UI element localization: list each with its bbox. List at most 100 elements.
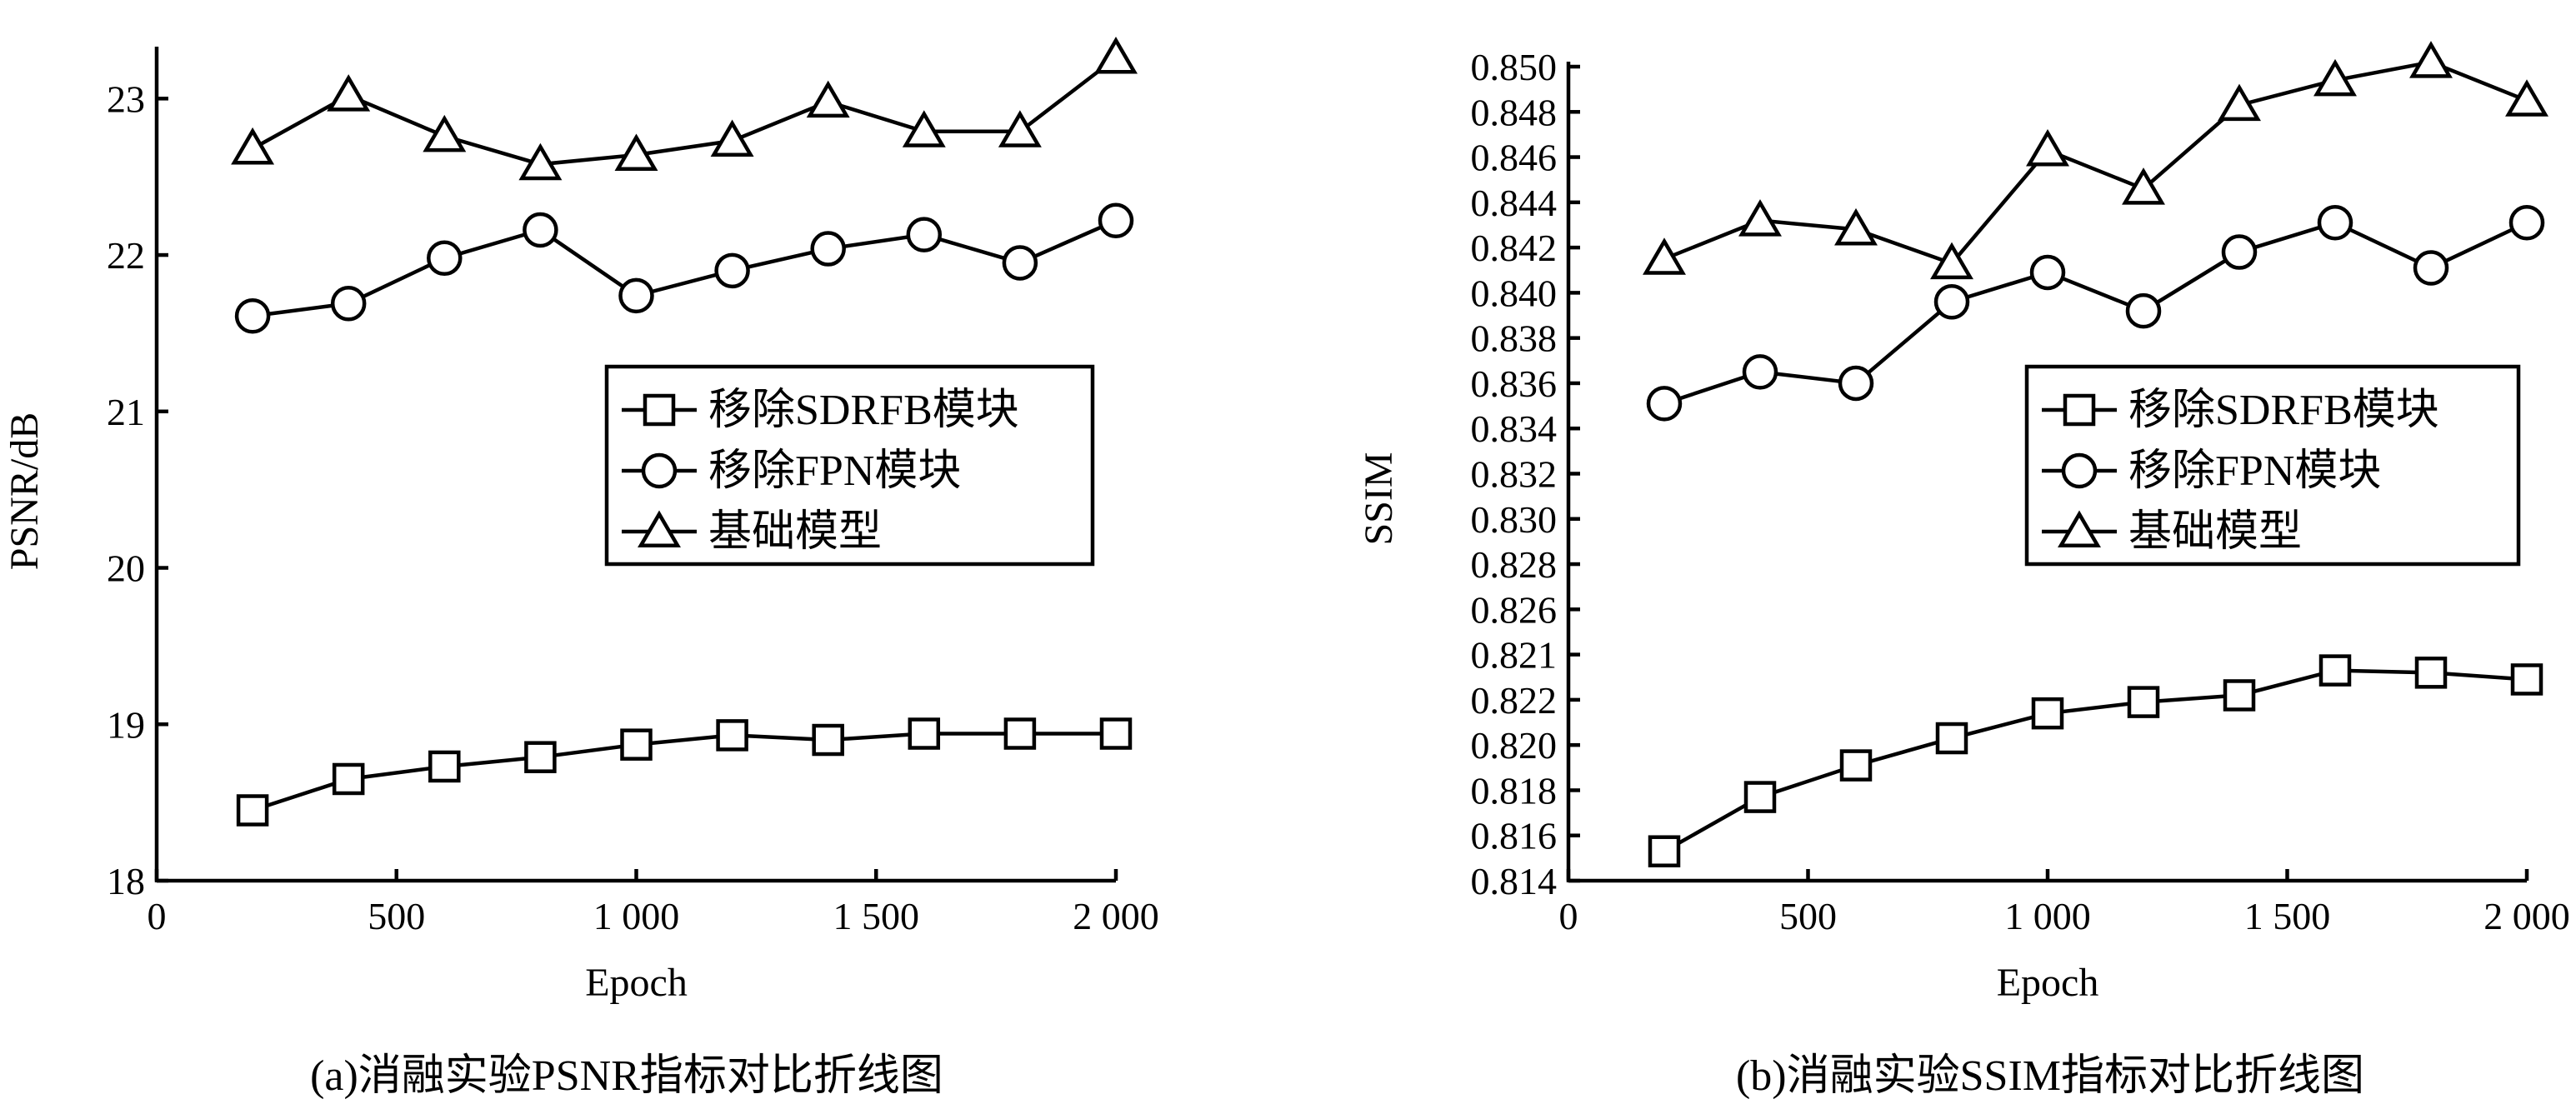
data-point-square [620, 728, 653, 761]
y-tick-label: 0.822 [1471, 679, 1558, 722]
x-tick-label: 0 [1559, 895, 1578, 937]
x-axis-label: Epoch [1997, 961, 2099, 1005]
data-point-square [428, 750, 461, 783]
x-tick-label: 0 [148, 895, 167, 937]
y-tick-label: 0.840 [1471, 272, 1558, 314]
y-tick-label: 0.816 [1471, 815, 1558, 857]
data-point-square [2318, 654, 2352, 687]
series-line-square [252, 732, 1116, 812]
data-point-square [2031, 697, 2064, 730]
y-tick-label: 0.844 [1471, 182, 1558, 224]
data-point-square [2223, 679, 2256, 712]
legend-marker-circle [641, 452, 678, 489]
y-axis-label: SSIM [1357, 452, 1401, 545]
y-tick-label: 0.848 [1471, 91, 1558, 133]
data-point-square [1003, 717, 1037, 750]
data-point-square [332, 762, 365, 796]
data-point-circle [1742, 354, 1778, 390]
legend-marker-triangle [2058, 510, 2101, 548]
data-point-square [2414, 657, 2448, 689]
series-line-triangle [1663, 60, 2528, 266]
data-point-circle [906, 217, 943, 252]
legend-marker-square [2063, 393, 2096, 427]
data-point-square [236, 794, 269, 827]
x-tick-label: 2 000 [2483, 895, 2570, 937]
data-point-triangle [1834, 207, 1878, 246]
legend-label: 基础模型 [708, 508, 882, 556]
data-point-triangle [2122, 167, 2165, 205]
legend-label: 移除SDRFB模块 [708, 387, 1019, 434]
data-point-triangle [1643, 237, 1686, 275]
y-tick-label: 0.821 [1471, 634, 1558, 677]
legend-label: 移除FPN模块 [708, 447, 961, 495]
legend-marker-circle [2061, 452, 2098, 489]
data-point-triangle [998, 110, 1042, 147]
legend-label: 移除SDRFB模块 [2128, 387, 2439, 434]
data-point-triangle [1094, 37, 1138, 74]
data-point-circle [1933, 283, 1970, 320]
y-tick-label: 0.842 [1471, 227, 1558, 269]
data-point-square [716, 719, 748, 752]
y-axis-label: PSNR/dB [3, 412, 47, 570]
data-point-square [2127, 686, 2160, 718]
y-tick-label: 0.820 [1471, 724, 1558, 767]
y-tick-label: 23 [107, 77, 145, 120]
data-point-circle [810, 231, 846, 267]
data-point-circle [1098, 202, 1134, 239]
data-point-square [812, 723, 844, 757]
series-line-circle [252, 218, 1117, 318]
data-point-triangle [423, 114, 467, 152]
y-tick-label: 18 [107, 860, 145, 902]
x-tick-label: 2 000 [1073, 895, 1159, 937]
x-tick-label: 1 500 [2244, 895, 2331, 937]
x-tick-label: 1 000 [2004, 895, 2091, 937]
data-point-square [524, 741, 557, 773]
x-tick-label: 500 [368, 895, 425, 937]
series-line-triangle [252, 56, 1118, 167]
data-point-triangle [2313, 58, 2357, 97]
data-point-square [2510, 663, 2543, 696]
data-point-square [1743, 781, 1777, 813]
data-point-circle [330, 286, 367, 322]
data-point-triangle [2026, 128, 2069, 167]
chart-caption: (a)消融实验PSNR指标对比折线图 [310, 1052, 943, 1100]
x-axis-label: Epoch [585, 961, 688, 1005]
data-point-triangle [2505, 79, 2548, 117]
y-tick-label: 0.830 [1471, 498, 1558, 541]
data-point-triangle [518, 142, 563, 181]
data-point-square [908, 717, 941, 750]
y-tick-label: 0.826 [1471, 588, 1558, 631]
data-point-circle [618, 277, 654, 314]
psnr-chart: 0 500 1 000 1 500 2 000 18 19 20 21 22 23 Epoch PSNR… [3, 37, 1159, 1100]
data-point-circle [1838, 365, 1874, 402]
data-point-triangle [1738, 199, 1782, 237]
data-point-circle [2125, 292, 2162, 329]
data-point-triangle [902, 110, 946, 147]
y-tick-label: 19 [107, 703, 145, 746]
chart-caption: (b)消融实验SSIM指标对比折线图 [1736, 1052, 2364, 1100]
x-tick-label: 1 500 [833, 895, 920, 937]
y-tick-label: 0.814 [1471, 860, 1558, 902]
data-point-square [1648, 835, 1681, 867]
data-point-circle [2508, 205, 2545, 241]
data-point-circle [234, 298, 271, 334]
legend-marker-triangle [638, 510, 681, 548]
data-point-triangle [806, 80, 850, 118]
data-point-circle [523, 212, 558, 248]
data-point-circle [1646, 386, 1683, 422]
data-point-square [1935, 722, 1968, 755]
data-point-circle [2029, 254, 2066, 291]
data-point-circle [2317, 205, 2353, 241]
data-point-square [1839, 749, 1873, 782]
data-point-circle [2221, 234, 2258, 270]
legend-label: 基础模型 [2128, 508, 2302, 556]
x-tick-label: 1 000 [593, 895, 680, 937]
y-tick-label: 0.838 [1471, 317, 1558, 360]
y-tick-label: 0.846 [1471, 137, 1558, 179]
y-tick-label: 0.832 [1471, 453, 1558, 496]
data-point-circle [714, 252, 750, 289]
data-point-circle [1002, 245, 1038, 281]
data-point-triangle [614, 133, 658, 171]
series-line-square [1663, 668, 2528, 853]
